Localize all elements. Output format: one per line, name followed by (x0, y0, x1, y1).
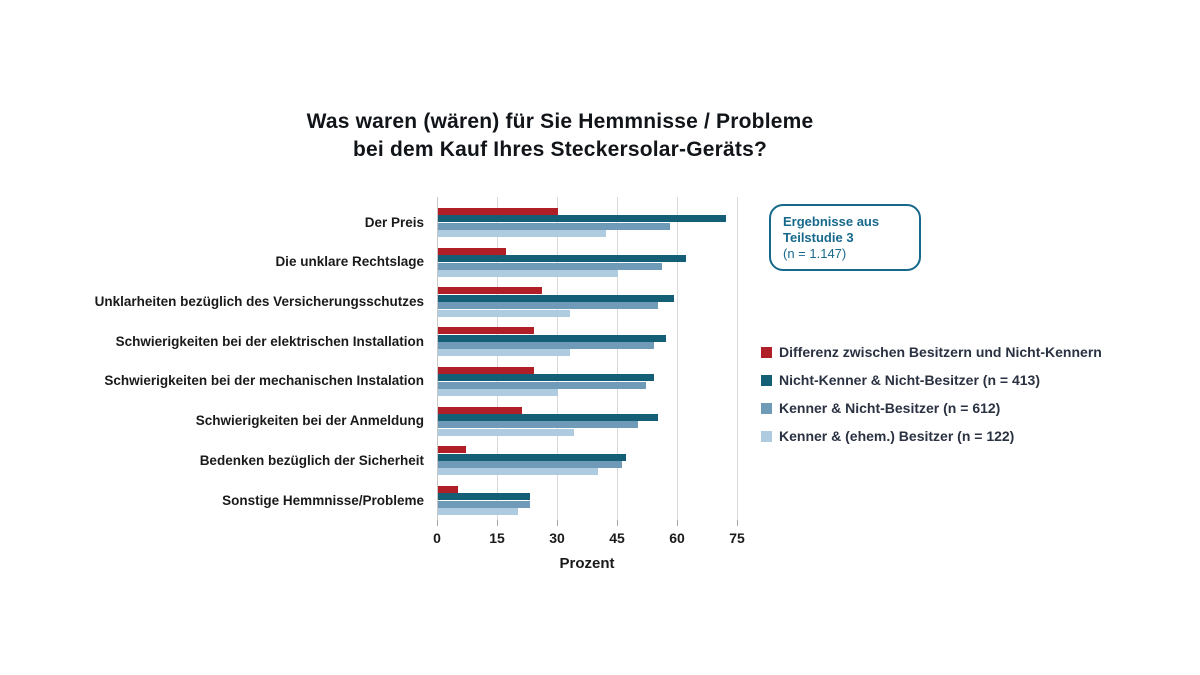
bar-differenz (438, 287, 542, 295)
bar-kenner-nicht-besitzer (438, 381, 646, 389)
annotation-line3: (n = 1.147) (783, 246, 847, 261)
legend-item-nicht-kenner-nicht-besitzer: Nicht-Kenner & Nicht-Besitzer (n = 413) (761, 373, 1102, 388)
gridline (737, 197, 738, 520)
gridline (617, 197, 618, 520)
bar-kenner-nicht-besitzer (438, 262, 662, 270)
bar-kenner-besitzer (438, 230, 606, 238)
bar-kenner-nicht-besitzer (438, 341, 654, 349)
bar-kenner-besitzer (438, 269, 618, 277)
legend-swatch-icon (761, 375, 772, 386)
gridline (677, 197, 678, 520)
bar-kenner-besitzer (438, 389, 558, 396)
bar-differenz (438, 208, 558, 215)
legend-swatch-icon (761, 431, 772, 442)
axis-tick (677, 520, 678, 526)
bar-nicht-kenner-nicht-besitzer (438, 255, 686, 263)
legend-item-differenz: Differenz zwischen Besitzern und Nicht-K… (761, 345, 1102, 360)
bar-kenner-besitzer (438, 349, 570, 357)
legend-swatch-icon (761, 347, 772, 358)
category-label: Sonstige Hemmnisse/Probleme (222, 492, 424, 508)
legend-item-kenner-besitzer: Kenner & (ehem.) Besitzer (n = 122) (761, 429, 1102, 444)
axis-tick (437, 520, 438, 526)
chart-title-line1: Was waren (wären) für Sie Hemmnisse / Pr… (306, 110, 814, 133)
bar-nicht-kenner-nicht-besitzer (438, 334, 666, 342)
bar-differenz (438, 406, 522, 414)
legend-label: Kenner & Nicht-Besitzer (n = 612) (779, 400, 1001, 416)
category-label: Schwierigkeiten bei der mechanischen Ins… (104, 373, 424, 389)
bar-kenner-besitzer (438, 508, 518, 516)
axis-tick (557, 520, 558, 526)
legend-swatch-icon (761, 403, 772, 414)
chart-title-line2: bei dem Kauf Ihres Steckersolar-Geräts? (353, 138, 767, 161)
bar-kenner-besitzer (438, 468, 598, 476)
category-label: Unklarheiten bezüglich des Versicherungs… (94, 294, 424, 309)
category-label: Bedenken bezüglich der Sicherheit (199, 452, 424, 468)
annotation-box: Ergebnisse aus Teilstudie 3 (n = 1.147) (769, 204, 921, 271)
x-tick-label: 75 (729, 530, 745, 546)
bar-differenz (438, 327, 534, 335)
bar-nicht-kenner-nicht-besitzer (438, 493, 530, 501)
bar-nicht-kenner-nicht-besitzer (438, 413, 658, 421)
bar-differenz (438, 446, 466, 454)
bar-kenner-besitzer (438, 428, 574, 436)
legend-label: Nicht-Kenner & Nicht-Besitzer (n = 413) (779, 372, 1040, 388)
annotation-line2: Teilstudie 3 (783, 230, 854, 245)
axis-tick (497, 520, 498, 526)
axis-tick (737, 520, 738, 526)
chart-title: Was waren (wären) für Sie Hemmnisse / Pr… (160, 108, 960, 164)
x-tick-label: 45 (609, 530, 625, 546)
bar-differenz (438, 366, 534, 374)
bar-nicht-kenner-nicht-besitzer (438, 453, 626, 461)
bar-kenner-nicht-besitzer (438, 461, 622, 468)
bar-kenner-nicht-besitzer (438, 500, 530, 508)
x-tick-label: 15 (489, 530, 505, 546)
chart-legend: Differenz zwischen Besitzern und Nicht-K… (761, 345, 1102, 457)
bar-kenner-nicht-besitzer (438, 302, 658, 310)
category-label: Schwierigkeiten bei der elektrischen Ins… (115, 333, 424, 349)
bar-kenner-besitzer (438, 309, 570, 317)
gridline (557, 197, 558, 520)
bar-nicht-kenner-nicht-besitzer (438, 294, 674, 302)
plot-area (437, 197, 759, 526)
bar-kenner-nicht-besitzer (438, 421, 638, 429)
legend-label: Kenner & (ehem.) Besitzer (n = 122) (779, 428, 1015, 444)
annotation-line1: Ergebnisse aus (783, 214, 880, 229)
category-label: Der Preis (364, 214, 424, 230)
legend-item-kenner-nicht-besitzer: Kenner & Nicht-Besitzer (n = 612) (761, 401, 1102, 416)
bar-kenner-nicht-besitzer (438, 222, 670, 230)
category-label: Die unklare Rechtslage (275, 254, 424, 270)
axis-zero-line (437, 197, 438, 520)
bar-differenz (438, 485, 458, 493)
bar-nicht-kenner-nicht-besitzer (438, 215, 726, 223)
category-label: Schwierigkeiten bei der Anmeldung (195, 413, 424, 429)
bar-differenz (438, 247, 506, 255)
gridline (497, 197, 498, 520)
axis-tick (617, 520, 618, 526)
x-tick-label: 0 (433, 530, 441, 546)
x-axis-title: Prozent (559, 555, 615, 572)
x-tick-label: 30 (549, 530, 565, 546)
legend-label: Differenz zwischen Besitzern und Nicht-K… (779, 344, 1102, 360)
x-tick-label: 60 (669, 530, 685, 546)
bar-nicht-kenner-nicht-besitzer (438, 374, 654, 382)
